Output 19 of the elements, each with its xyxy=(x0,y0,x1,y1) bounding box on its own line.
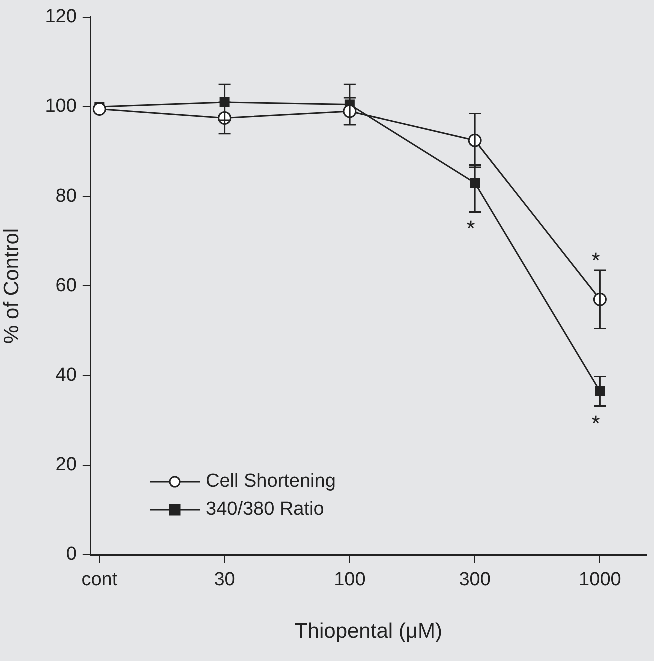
y-tick-label: 0 xyxy=(66,544,77,566)
y-tick-label: 20 xyxy=(56,454,77,476)
annotation: * xyxy=(592,411,601,436)
x-tick-label: 1000 xyxy=(579,570,622,591)
annotation: * xyxy=(592,248,601,274)
x-tick-label: 30 xyxy=(214,570,236,591)
x-tick-label: 100 xyxy=(334,570,366,591)
annotation: * xyxy=(466,216,476,242)
y-tick-label: 80 xyxy=(56,186,77,207)
y-tick-label: 60 xyxy=(56,275,77,296)
x-tick-label: 300 xyxy=(459,570,491,591)
legend-label: Cell Shortening xyxy=(206,471,336,493)
x-axis-title: Thiopental (μM) xyxy=(294,620,442,644)
y-tick-label: 120 xyxy=(45,6,77,28)
legend-label: 340/380 Ratio xyxy=(206,499,324,521)
y-tick-label: 100 xyxy=(45,96,77,118)
y-axis-title: % of Control xyxy=(0,228,24,344)
y-tick-label: 40 xyxy=(56,365,77,386)
x-tick-label: cont xyxy=(82,570,118,591)
